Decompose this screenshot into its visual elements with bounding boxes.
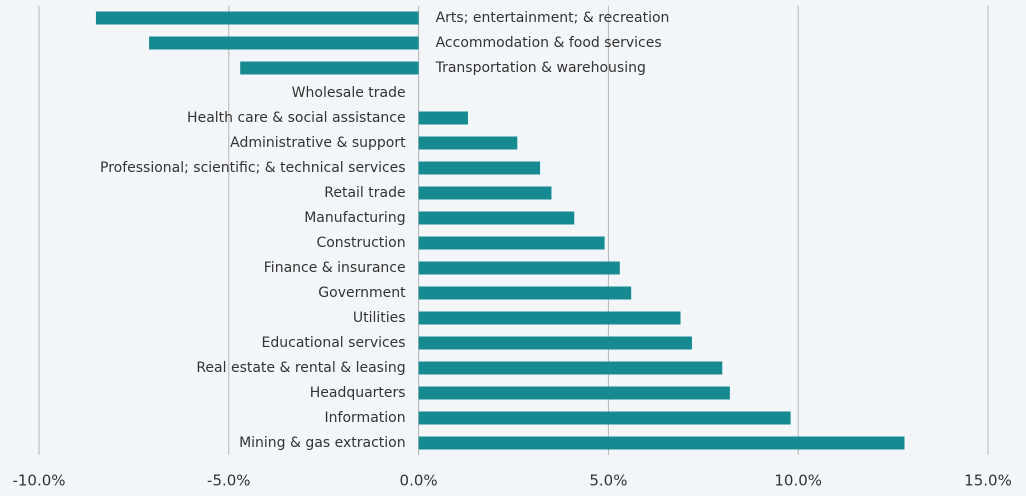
category-label: Manufacturing: [304, 210, 405, 226]
bar: [418, 286, 632, 300]
bar: [95, 11, 419, 25]
bar: [418, 436, 905, 450]
category-label: Construction: [316, 235, 405, 251]
bar: [418, 236, 605, 250]
bar: [418, 361, 723, 375]
bar: [418, 136, 518, 150]
category-label: Government: [318, 285, 406, 301]
category-label: Utilities: [353, 310, 406, 326]
x-tick-label: 15.0%: [964, 472, 1012, 490]
category-label: Professional; scientific; & technical se…: [100, 160, 406, 176]
x-tick-label: -5.0%: [207, 472, 251, 490]
category-label: Health care & social assistance: [187, 110, 406, 126]
bar: [149, 36, 419, 50]
x-tick-label: 0.0%: [400, 472, 438, 490]
category-label: Information: [325, 410, 406, 426]
bar: [418, 386, 730, 400]
bar: [418, 161, 541, 175]
category-label: Accommodation & food services: [436, 35, 662, 51]
category-label: Mining & gas extraction: [239, 435, 406, 451]
bar: [418, 336, 692, 350]
bar: [418, 186, 552, 200]
category-label: Educational services: [262, 335, 406, 351]
bar: [418, 411, 791, 425]
category-label: Transportation & warehousing: [435, 60, 646, 76]
category-label: Administrative & support: [230, 135, 406, 151]
category-label: Finance & insurance: [264, 260, 406, 276]
category-label: Retail trade: [324, 185, 405, 201]
category-label: Real estate & rental & leasing: [196, 360, 405, 376]
bar: [418, 311, 681, 325]
category-label: Arts; entertainment; & recreation: [436, 10, 670, 26]
bar: [418, 261, 620, 275]
bar: [418, 111, 468, 125]
bar: [240, 61, 419, 75]
category-label: Headquarters: [310, 385, 406, 401]
x-tick-label: 5.0%: [589, 472, 627, 490]
x-tick-label: -10.0%: [12, 472, 65, 490]
x-tick-label: 10.0%: [774, 472, 822, 490]
category-label: Wholesale trade: [292, 85, 406, 101]
bar: [418, 211, 575, 225]
